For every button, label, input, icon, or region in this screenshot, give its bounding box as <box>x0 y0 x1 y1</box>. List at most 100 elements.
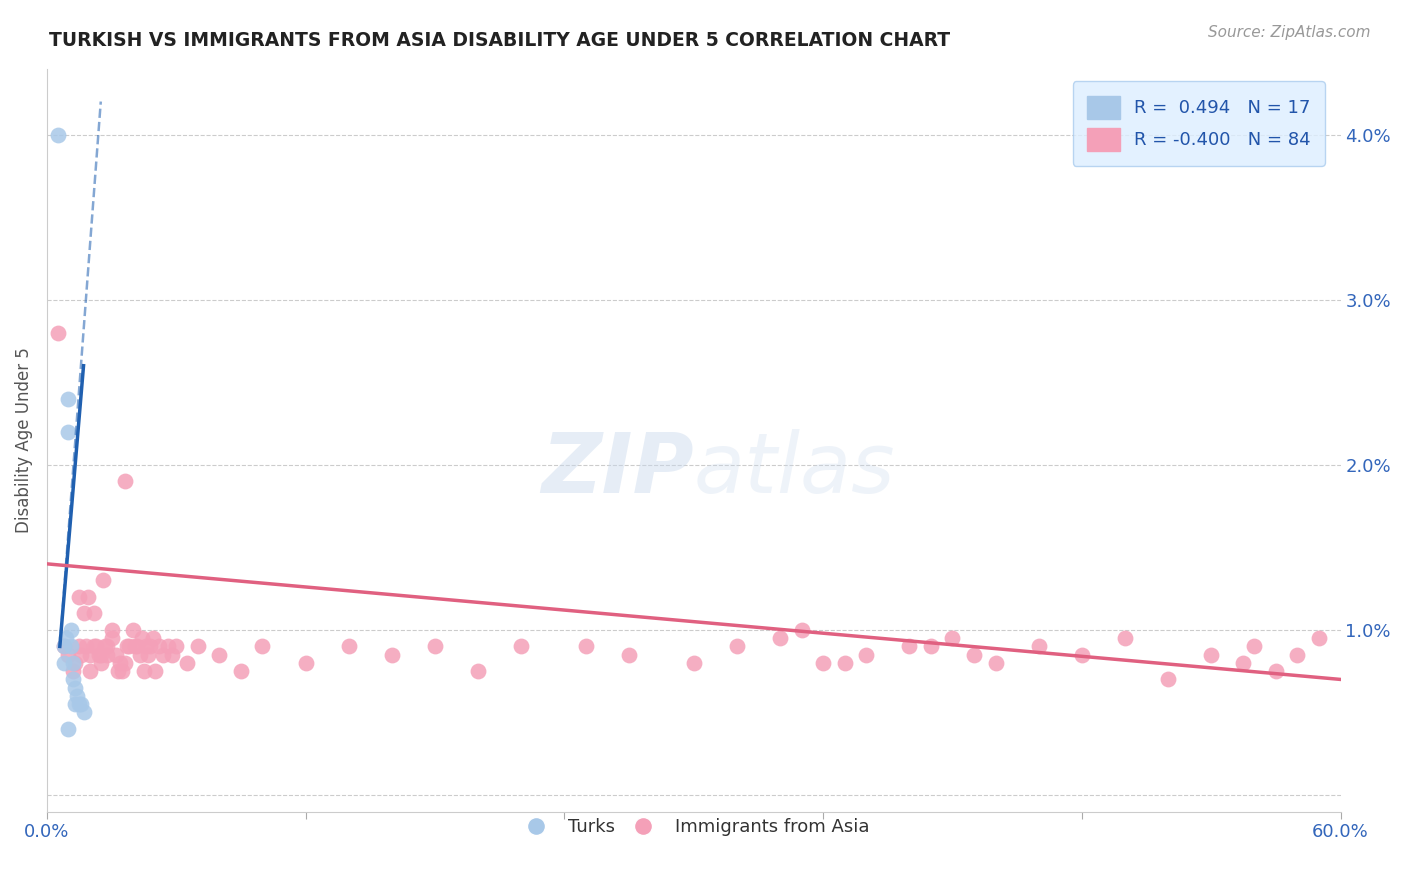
Point <box>63 681 86 695</box>
Text: Source: ZipAtlas.com: Source: ZipAtlas.com <box>1208 25 1371 40</box>
Point <box>90 648 112 662</box>
Point <box>72 607 94 621</box>
Point <box>143 664 166 678</box>
Point <box>834 656 856 670</box>
Point <box>87 648 110 662</box>
Point <box>94 640 117 654</box>
Point <box>165 640 187 654</box>
Point <box>963 648 986 662</box>
Point <box>111 664 134 678</box>
Legend: Turks, Immigrants from Asia: Turks, Immigrants from Asia <box>510 811 877 843</box>
Point <box>1157 673 1180 687</box>
Point <box>124 640 146 654</box>
Point <box>79 664 101 678</box>
Point <box>122 623 145 637</box>
Point <box>510 640 533 654</box>
Point <box>811 656 834 670</box>
Point <box>53 656 76 670</box>
Point <box>58 425 80 439</box>
Point <box>156 640 179 654</box>
Text: atlas: atlas <box>693 429 896 510</box>
Point <box>682 656 704 670</box>
Point <box>337 640 360 654</box>
Point <box>148 640 170 654</box>
Point <box>131 631 153 645</box>
Point <box>62 664 84 678</box>
Point <box>100 631 122 645</box>
Point <box>62 656 84 670</box>
Point <box>115 640 138 654</box>
Point <box>72 706 94 720</box>
Point <box>575 640 598 654</box>
Point <box>160 648 183 662</box>
Point <box>55 631 77 645</box>
Point <box>1308 631 1330 645</box>
Point <box>83 640 105 654</box>
Point <box>467 664 489 678</box>
Point <box>1232 656 1254 670</box>
Point <box>46 326 69 340</box>
Text: TURKISH VS IMMIGRANTS FROM ASIA DISABILITY AGE UNDER 5 CORRELATION CHART: TURKISH VS IMMIGRANTS FROM ASIA DISABILI… <box>49 31 950 50</box>
Point <box>63 697 86 711</box>
Point <box>53 640 76 654</box>
Point <box>79 648 101 662</box>
Point <box>135 640 157 654</box>
Point <box>96 648 118 662</box>
Point <box>1028 640 1050 654</box>
Point <box>67 640 90 654</box>
Point <box>1264 664 1286 678</box>
Point <box>100 623 122 637</box>
Point <box>83 607 105 621</box>
Point <box>136 648 159 662</box>
Point <box>790 623 813 637</box>
Point <box>70 648 93 662</box>
Point <box>1243 640 1265 654</box>
Point <box>229 664 252 678</box>
Point <box>58 722 80 736</box>
Point <box>59 640 82 654</box>
Point <box>58 392 80 406</box>
Point <box>67 590 90 604</box>
Point <box>176 656 198 670</box>
Point <box>920 640 942 654</box>
Text: ZIP: ZIP <box>541 429 693 510</box>
Point <box>90 656 112 670</box>
Point <box>898 640 921 654</box>
Point <box>769 631 792 645</box>
Point <box>1286 648 1309 662</box>
Point <box>86 640 108 654</box>
Y-axis label: Disability Age Under 5: Disability Age Under 5 <box>15 347 32 533</box>
Point <box>104 648 127 662</box>
Point <box>139 640 162 654</box>
Point <box>114 656 136 670</box>
Point <box>855 648 877 662</box>
Point <box>725 640 748 654</box>
Point <box>128 648 150 662</box>
Point <box>132 664 155 678</box>
Point <box>108 656 131 670</box>
Point <box>984 656 1007 670</box>
Point <box>76 590 98 604</box>
Point <box>381 648 404 662</box>
Point <box>252 640 274 654</box>
Point <box>617 648 640 662</box>
Point <box>423 640 446 654</box>
Point <box>208 648 231 662</box>
Point <box>1070 648 1092 662</box>
Point <box>294 656 316 670</box>
Point <box>118 640 141 654</box>
Point <box>66 689 89 703</box>
Point <box>91 574 114 588</box>
Point <box>114 475 136 489</box>
Point <box>59 623 82 637</box>
Point <box>70 697 93 711</box>
Point <box>127 640 149 654</box>
Point <box>107 664 129 678</box>
Point <box>58 648 80 662</box>
Point <box>187 640 209 654</box>
Point <box>62 673 84 687</box>
Point <box>46 128 69 142</box>
Point <box>63 656 86 670</box>
Point <box>152 648 174 662</box>
Point <box>141 631 163 645</box>
